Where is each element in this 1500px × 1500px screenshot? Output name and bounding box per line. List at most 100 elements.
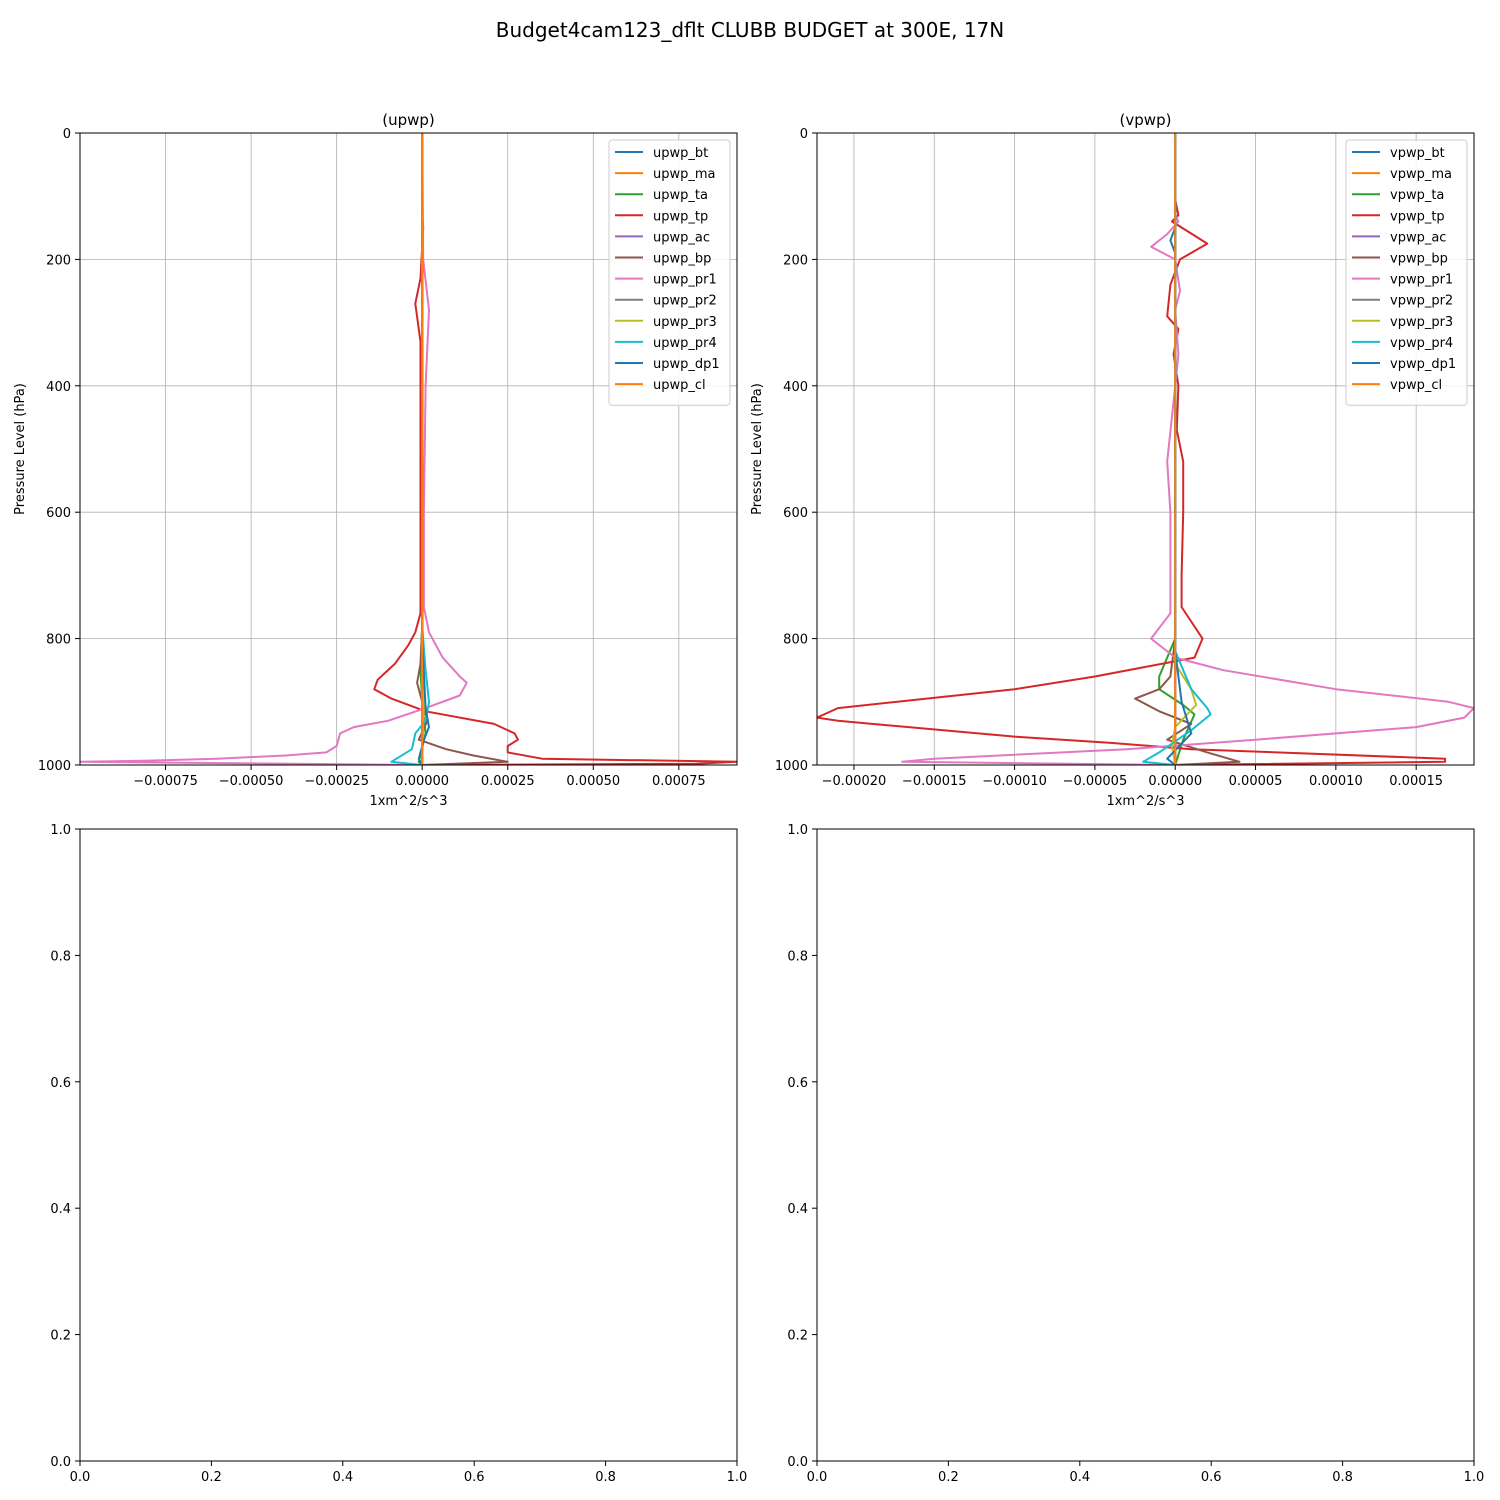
axes-frame <box>816 132 1475 766</box>
legend-label: vpwp_ta <box>1390 188 1444 203</box>
y-axis-label: Pressure Level (hPa) <box>13 383 28 515</box>
legend-label: vpwp_pr2 <box>1390 294 1453 309</box>
y-tick-label: 600 <box>783 506 808 521</box>
x-tick-label: 0.4 <box>1069 1470 1090 1485</box>
axes-frame <box>79 132 738 766</box>
x-tick-label: 0.00005 <box>1229 774 1283 789</box>
legend-label: upwp_ac <box>653 230 710 245</box>
y-axis-label: Pressure Level (hPa) <box>750 383 765 515</box>
x-tick-label: 1.0 <box>1464 1470 1485 1485</box>
x-tick-label: 0.4 <box>332 1470 353 1485</box>
series-line-vpwp_pr4 <box>1142 133 1212 765</box>
y-tick-label: 800 <box>46 633 71 648</box>
series-line-upwp_pr4 <box>390 133 430 765</box>
chart-panel-3: 0.0 0.2 0.4 0.6 0.8 1.0 0.0 0.2 0.4 0.6 0.8 1.0 <box>50 823 747 1485</box>
x-tick-label: 0.00025 <box>481 774 535 789</box>
x-tick-label: −0.00020 <box>822 774 887 789</box>
x-tick-label: −0.00010 <box>982 774 1047 789</box>
y-tick-label: 200 <box>783 253 808 268</box>
y-tick-label: 400 <box>46 380 71 395</box>
chart-panel-4: 0.0 0.2 0.4 0.6 0.8 1.0 0.0 0.2 0.4 0.6 0.8 1.0 <box>787 823 1484 1485</box>
axes-frame <box>816 828 1475 1462</box>
legend-label: upwp_dp1 <box>653 357 720 372</box>
x-tick-label: 0.0 <box>70 1470 91 1485</box>
x-tick-label: 0.00050 <box>566 774 620 789</box>
series-line-vpwp_tp <box>817 133 1447 765</box>
x-tick-label: 1.0 <box>727 1470 748 1485</box>
y-tick-label: 1000 <box>775 759 808 774</box>
legend-label: vpwp_ac <box>1390 230 1446 245</box>
x-tick-label: −0.00015 <box>902 774 967 789</box>
legend-label: upwp_pr2 <box>653 294 717 309</box>
panels: −0.00075 −0.00050 −0.00025 0.00000 0.00025 0.… <box>13 111 1484 1485</box>
legend-label: vpwp_dp1 <box>1390 357 1456 372</box>
y-tick-label: 0.4 <box>787 1202 808 1217</box>
y-tick-label: 0.8 <box>50 949 71 964</box>
legend-label: vpwp_pr1 <box>1390 273 1453 288</box>
x-tick-label: −0.00075 <box>133 774 198 789</box>
y-tick-label: 1.0 <box>787 823 808 838</box>
chart-panel-2: −0.00020 −0.00015 −0.00010 −0.00005 0.00000 0… <box>750 111 1475 809</box>
panel-title: (vpwp) <box>1120 111 1172 129</box>
x-tick-label: 0.00010 <box>1309 774 1363 789</box>
legend: upwp_bt upwp_ma upwp_ta upwp_tp upwp_ac upwp_… <box>608 139 731 406</box>
y-tick-label: 1000 <box>38 759 71 774</box>
legend-label: upwp_pr3 <box>653 315 717 330</box>
legend-label: vpwp_cl <box>1390 378 1442 393</box>
figure-title: Budget4cam123_dflt CLUBB BUDGET at 300E,… <box>496 18 1004 42</box>
legend-label: upwp_pr4 <box>653 336 717 351</box>
legend-label: upwp_bp <box>653 252 711 267</box>
legend-box <box>608 139 731 406</box>
legend-label: vpwp_pr3 <box>1390 315 1453 330</box>
axes-frame <box>79 828 738 1462</box>
y-tick-label: 0.0 <box>50 1455 71 1470</box>
y-tick-label: 400 <box>783 380 808 395</box>
x-tick-label: 0.00000 <box>395 774 449 789</box>
legend-label: upwp_pr1 <box>653 273 717 288</box>
x-tick-label: −0.00005 <box>1063 774 1128 789</box>
y-tick-label: 800 <box>783 633 808 648</box>
legend-label: vpwp_ma <box>1390 167 1452 182</box>
x-tick-label: 0.00075 <box>652 774 706 789</box>
legend: vpwp_bt vpwp_ma vpwp_ta vpwp_tp vpwp_ac vpwp_… <box>1345 139 1468 406</box>
legend-label: upwp_ma <box>653 167 716 182</box>
x-tick-label: 0.00015 <box>1389 774 1443 789</box>
y-tick-label: 0.2 <box>787 1329 808 1344</box>
legend-label: vpwp_bt <box>1390 146 1445 161</box>
x-axis-label: 1xm^2/s^3 <box>1106 794 1184 809</box>
y-tick-label: 0.2 <box>50 1329 71 1344</box>
x-tick-label: 0.6 <box>1201 1470 1222 1485</box>
x-tick-label: 0.2 <box>201 1470 222 1485</box>
x-tick-label: 0.0 <box>807 1470 828 1485</box>
y-tick-label: 0 <box>800 127 808 142</box>
legend-label: vpwp_pr4 <box>1390 336 1453 351</box>
series-line-upwp_tp <box>373 133 737 765</box>
y-tick-label: 0.6 <box>50 1076 71 1091</box>
series-group <box>817 133 1474 765</box>
legend-label: vpwp_bp <box>1390 252 1448 267</box>
y-tick-label: 0.4 <box>50 1202 71 1217</box>
series-line-vpwp_pr1 <box>901 133 1474 765</box>
panel-title: (upwp) <box>382 111 435 129</box>
legend-label: upwp_ta <box>653 188 708 203</box>
x-tick-label: 0.8 <box>1332 1470 1353 1485</box>
chart-panel-1: −0.00075 −0.00050 −0.00025 0.00000 0.00025 0.… <box>13 111 738 809</box>
y-tick-label: 600 <box>46 506 71 521</box>
x-tick-label: −0.00050 <box>219 774 284 789</box>
y-tick-label: 0.0 <box>787 1455 808 1470</box>
x-tick-label: 0.2 <box>938 1470 959 1485</box>
x-axis-label: 1xm^2/s^3 <box>369 794 447 809</box>
y-tick-label: 0 <box>63 127 71 142</box>
series-line-vpwp_bp <box>1134 133 1241 765</box>
x-tick-label: 0.00000 <box>1148 774 1202 789</box>
y-tick-label: 200 <box>46 253 71 268</box>
legend-label: vpwp_tp <box>1390 209 1445 224</box>
x-tick-label: 0.6 <box>464 1470 485 1485</box>
series-group <box>80 133 737 765</box>
x-tick-label: −0.00025 <box>304 774 369 789</box>
x-tick-label: 0.8 <box>595 1470 616 1485</box>
legend-label: upwp_cl <box>653 378 706 393</box>
y-tick-label: 0.8 <box>787 949 808 964</box>
